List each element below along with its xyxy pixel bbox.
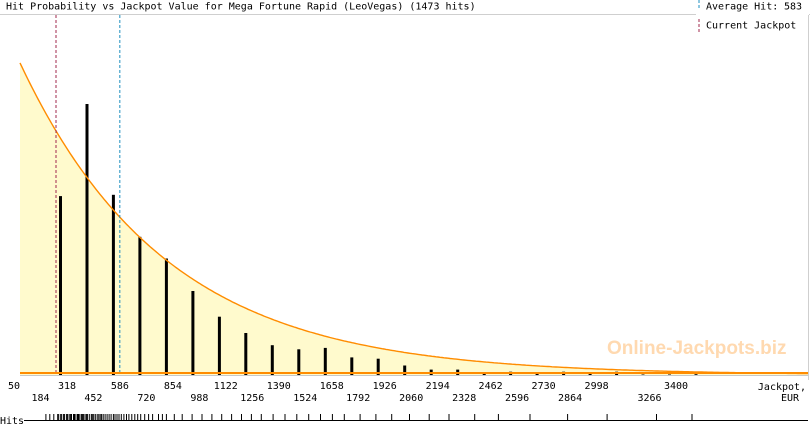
bar [376, 358, 380, 375]
bar [350, 357, 354, 375]
legend-background [696, 0, 809, 40]
x-tick-label-bottom: 1256 [240, 393, 264, 404]
x-tick-label-bottom: 2864 [558, 393, 582, 404]
x-tick-label-top: 1926 [373, 381, 397, 392]
tick-layer: 50 318 586 854 1122 1390 1658 1926 2194 2462 2730 2… [8, 381, 688, 404]
hits-rug [45, 414, 693, 421]
x-tick-label-top: 1122 [214, 381, 238, 392]
bar [164, 258, 168, 375]
bar [297, 349, 301, 375]
x-tick-label-top: 1390 [267, 381, 291, 392]
bar [270, 345, 274, 375]
bar [111, 194, 115, 375]
x-tick-label-bottom: 1792 [346, 393, 370, 404]
bar [191, 291, 195, 375]
x-tick-label-bottom: 720 [137, 393, 155, 404]
legend-average-value: 583 [784, 1, 802, 12]
x-tick-label-top: 2998 [585, 381, 609, 392]
x-tick-label-top: 2730 [532, 381, 556, 392]
bar [588, 373, 592, 375]
x-tick-label-top: 50 [8, 381, 20, 392]
x-tick-label-bottom: 1524 [293, 393, 317, 404]
bar [85, 104, 89, 375]
x-tick-label-bottom: 988 [190, 393, 208, 404]
x-tick-label-top: 2462 [479, 381, 503, 392]
hits-label: Hits [0, 416, 24, 425]
bar [694, 374, 698, 376]
x-tick-label-top: 586 [111, 381, 129, 392]
bar [244, 333, 248, 375]
x-tick-label-bottom: 3266 [637, 393, 661, 404]
x-tick-label-top: 3400 [664, 381, 688, 392]
x-axis-label-line2: EUR [781, 393, 800, 404]
x-tick-label-top: 1658 [320, 381, 344, 392]
x-tick-label-bottom: 2596 [505, 393, 529, 404]
probability-curve [19, 62, 809, 375]
x-tick-label-bottom: 452 [84, 393, 102, 404]
x-tick-label-bottom: 2328 [452, 393, 476, 404]
legend-average-label: Average Hit: [706, 1, 778, 12]
legend-current-label: Current Jackpot [706, 20, 796, 31]
bar [535, 373, 539, 375]
x-tick-label-top: 318 [58, 381, 76, 392]
watermark: Online-Jackpots.biz [607, 338, 786, 359]
x-tick-label-bottom: 184 [31, 393, 49, 404]
bar [59, 196, 62, 375]
x-tick-label-top: 2194 [426, 381, 450, 392]
bar [403, 365, 407, 375]
bar [138, 236, 142, 375]
bar [323, 347, 327, 375]
bar [217, 316, 221, 375]
x-tick-label-bottom: 2060 [399, 393, 423, 404]
x-tick-label-top: 854 [164, 381, 182, 392]
x-axis-label-line1: Jackpot, [758, 382, 806, 393]
curve-fill [20, 62, 808, 376]
chart-title: Hit Probability vs Jackpot Value for Meg… [6, 1, 476, 12]
